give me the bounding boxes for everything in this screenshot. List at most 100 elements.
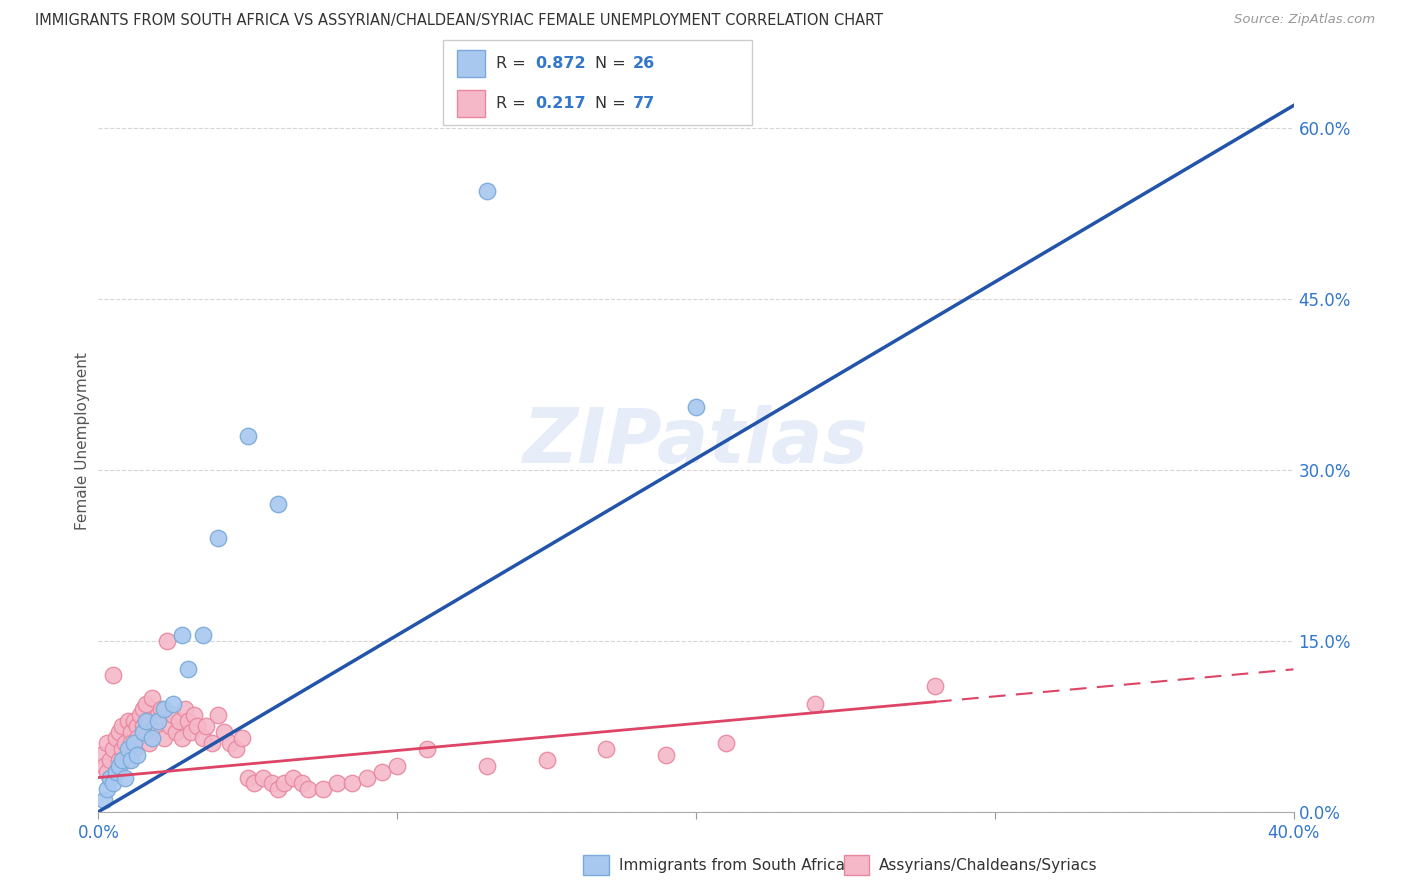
Point <box>177 662 200 676</box>
Point <box>100 754 122 768</box>
Point <box>167 714 190 728</box>
Point <box>103 668 125 682</box>
Point <box>207 532 229 546</box>
Point <box>111 719 134 733</box>
Point <box>114 736 136 750</box>
Point <box>153 702 176 716</box>
Point <box>475 759 498 773</box>
Point <box>108 725 131 739</box>
Point <box>385 759 409 773</box>
Point <box>236 429 259 443</box>
Point <box>93 793 115 807</box>
Point <box>172 731 194 745</box>
Point <box>108 759 131 773</box>
Point <box>103 742 125 756</box>
Point <box>162 697 184 711</box>
Point <box>165 725 187 739</box>
Point <box>132 702 155 716</box>
Point <box>183 707 205 722</box>
Point <box>105 764 128 779</box>
Text: ZIPatlas: ZIPatlas <box>523 405 869 478</box>
Point <box>148 714 170 728</box>
Point <box>120 725 142 739</box>
Point <box>291 776 314 790</box>
Point <box>273 776 295 790</box>
Point <box>212 725 235 739</box>
Text: N =: N = <box>595 56 631 71</box>
Text: Immigrants from South Africa: Immigrants from South Africa <box>619 858 845 872</box>
Point <box>135 714 157 728</box>
Point <box>103 776 125 790</box>
Point <box>135 697 157 711</box>
Point <box>236 771 259 785</box>
Point <box>138 736 160 750</box>
Point <box>201 736 224 750</box>
Point <box>311 781 333 796</box>
Point <box>117 714 139 728</box>
Point <box>108 754 131 768</box>
Point <box>96 736 118 750</box>
Point <box>93 759 115 773</box>
Point <box>655 747 678 762</box>
Point <box>141 690 163 705</box>
Point <box>127 719 149 733</box>
Point <box>416 742 439 756</box>
Point <box>231 731 253 745</box>
Point <box>186 719 208 733</box>
Point <box>114 771 136 785</box>
Point <box>124 742 146 756</box>
Point <box>150 702 173 716</box>
Point <box>267 497 290 511</box>
Point <box>120 736 142 750</box>
Point <box>714 736 737 750</box>
Point <box>243 776 266 790</box>
Point <box>148 707 170 722</box>
Point <box>595 742 617 756</box>
Point <box>138 714 160 728</box>
Y-axis label: Female Unemployment: Female Unemployment <box>75 352 90 531</box>
Text: 0.217: 0.217 <box>536 96 586 112</box>
Point <box>685 401 707 415</box>
Point <box>207 707 229 722</box>
Point <box>143 719 166 733</box>
Text: N =: N = <box>595 96 631 112</box>
Point <box>297 781 319 796</box>
Point <box>326 776 349 790</box>
Point <box>252 771 274 785</box>
Point <box>111 754 134 768</box>
Point <box>180 725 202 739</box>
Point <box>105 764 128 779</box>
Text: 77: 77 <box>633 96 655 112</box>
Text: Assyrians/Chaldeans/Syriacs: Assyrians/Chaldeans/Syriacs <box>879 858 1097 872</box>
Point <box>129 707 152 722</box>
Point <box>191 731 214 745</box>
Point <box>100 771 122 785</box>
Point <box>177 714 200 728</box>
Point <box>96 764 118 779</box>
Point <box>96 781 118 796</box>
Text: 26: 26 <box>633 56 655 71</box>
Point <box>191 628 214 642</box>
Point <box>141 731 163 745</box>
Point <box>172 628 194 642</box>
Point <box>117 754 139 768</box>
Point <box>219 736 242 750</box>
Point <box>120 754 142 768</box>
Point <box>475 184 498 198</box>
Point <box>371 764 394 779</box>
Point <box>153 731 176 745</box>
Point <box>132 725 155 739</box>
Point <box>90 747 112 762</box>
Point <box>159 719 181 733</box>
Point <box>132 719 155 733</box>
Point <box>267 781 290 796</box>
Point <box>127 747 149 762</box>
Point <box>281 771 304 785</box>
Text: Source: ZipAtlas.com: Source: ZipAtlas.com <box>1234 13 1375 27</box>
Text: IMMIGRANTS FROM SOUTH AFRICA VS ASSYRIAN/CHALDEAN/SYRIAC FEMALE UNEMPLOYMENT COR: IMMIGRANTS FROM SOUTH AFRICA VS ASSYRIAN… <box>35 13 883 29</box>
Point <box>225 742 247 756</box>
Point <box>162 707 184 722</box>
Point <box>174 702 197 716</box>
Point <box>127 731 149 745</box>
Point <box>124 714 146 728</box>
